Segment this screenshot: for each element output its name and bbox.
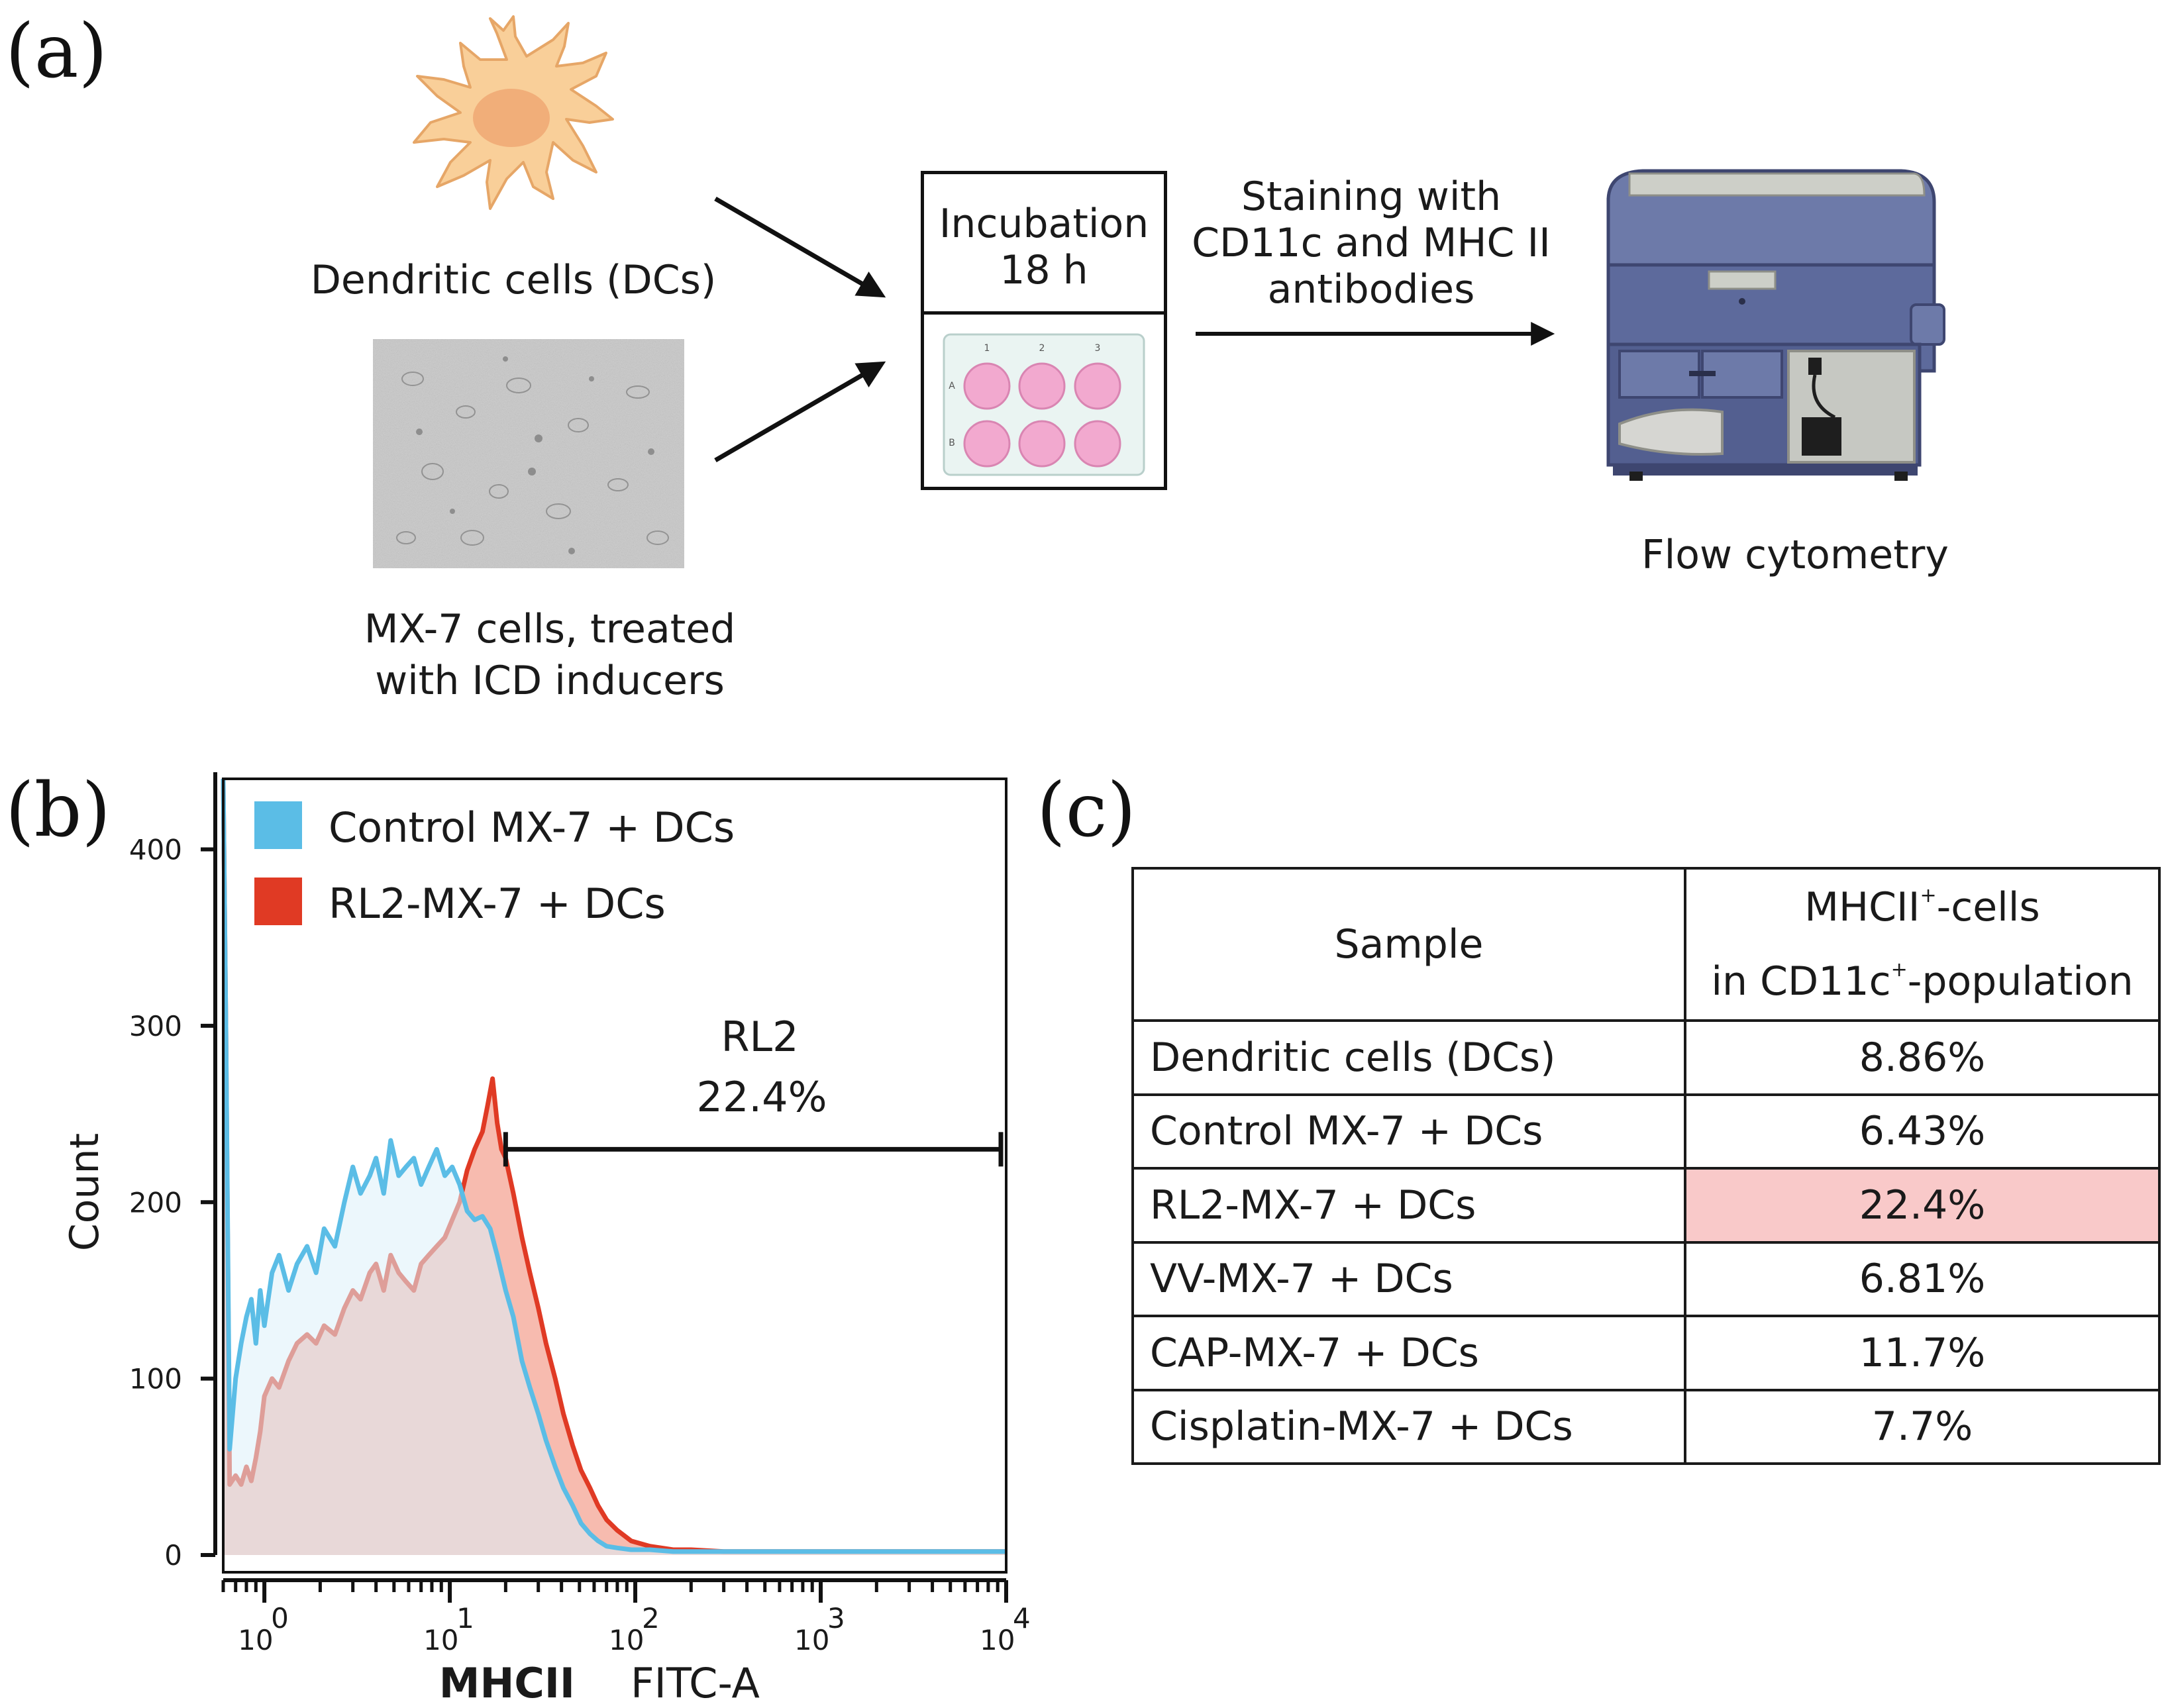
table-row: Cisplatin-MX-7 + DCs 7.7%	[1131, 1388, 2161, 1465]
plate-col-2: 2	[1039, 343, 1045, 354]
x-tick-label-base: 10	[980, 1624, 1015, 1656]
y-tick-label: 200	[129, 1186, 182, 1219]
row-sample: Dendritic cells (DCs)	[1131, 1019, 1686, 1096]
plot-frame	[222, 778, 1007, 1574]
dc-label: Dendritic cells (DCs)	[310, 257, 717, 303]
table-row: RL2-MX-7 + DCs 22.4%	[1131, 1167, 2161, 1244]
y-axis-title: Count	[62, 1133, 108, 1251]
row-sample: RL2-MX-7 + DCs	[1131, 1167, 1686, 1244]
row-sample: CAP-MX-7 + DCs	[1131, 1315, 1686, 1391]
arrow-mx7-to-incubation	[714, 361, 886, 463]
plate-col-3: 3	[1095, 343, 1101, 354]
incubation-line1: Incubation	[939, 201, 1149, 247]
x-tick-label-base: 10	[423, 1624, 458, 1656]
panel-c-label: (c)	[1037, 768, 1137, 854]
header-line1-sup: +	[1920, 884, 1937, 907]
table-row: VV-MX-7 + DCs 6.81%	[1131, 1240, 2161, 1317]
staining-line1: Staining with	[1241, 174, 1502, 220]
y-tick-label: 100	[129, 1363, 182, 1395]
header-line1-post: -cells	[1936, 884, 2040, 930]
panel-a-arrows	[714, 196, 1555, 463]
y-tick-label: 0	[164, 1539, 182, 1572]
mx7-label-line2: with ICD inducers	[375, 658, 725, 704]
well-plate-icon: 1 2 3 A B	[943, 333, 1145, 476]
plate-col-1: 1	[984, 343, 990, 354]
x-axis-title-rest: FITC-A	[631, 1659, 760, 1707]
arrow-dc-to-incubation	[714, 196, 886, 298]
panel-a-label: (a)	[5, 9, 108, 95]
legend-swatch-control	[254, 801, 302, 849]
dendritic-cell-icon	[413, 15, 614, 210]
x-axis-title-bold: MHCII	[439, 1659, 575, 1707]
y-tick-label: 400	[129, 834, 182, 866]
gate-name-label: RL2	[721, 1013, 798, 1061]
x-tick-label-base: 10	[794, 1624, 829, 1656]
staining-line2: CD11c and MHC II	[1192, 220, 1551, 266]
x-tick-label-base: 10	[238, 1624, 273, 1656]
mx7-label-line1: MX-7 cells, treated	[364, 606, 736, 652]
plate-row-b: B	[949, 438, 955, 448]
row-sample: VV-MX-7 + DCs	[1131, 1240, 1686, 1317]
row-value: 6.43%	[1684, 1093, 2161, 1170]
row-value-highlighted: 22.4%	[1684, 1167, 2161, 1244]
header-line1-pre: MHCII	[1804, 884, 1920, 930]
x-tick-label-exp: 1	[456, 1602, 474, 1634]
table-row: Control MX-7 + DCs 6.43%	[1131, 1093, 2161, 1170]
series-line-control	[221, 778, 1006, 1554]
staining-line3: antibodies	[1267, 266, 1475, 313]
header-sample: Sample	[1131, 867, 1686, 1022]
header-line2-post: -population	[1907, 958, 2134, 1005]
results-table: Sample MHCII+-cells in CD11c+-population…	[1131, 867, 2161, 1465]
header-line2-sup: +	[1890, 958, 1908, 981]
row-value: 6.81%	[1684, 1240, 2161, 1317]
panel-b-label: (b)	[5, 768, 111, 854]
histogram-chart: Control MX-7 + DCs RL2-MX-7 + DCs RL2 22…	[62, 772, 1031, 1707]
x-tick-label-exp: 0	[271, 1602, 289, 1634]
flow-cytometer-icon	[1606, 169, 1945, 481]
row-value: 7.7%	[1684, 1388, 2161, 1465]
table-row: CAP-MX-7 + DCs 11.7%	[1131, 1315, 2161, 1391]
plate-row-a: A	[949, 381, 955, 391]
series-area-control	[223, 779, 1006, 1555]
header-line2-pre: in CD11c	[1711, 958, 1891, 1005]
legend-label-control: Control MX-7 + DCs	[329, 803, 735, 852]
header-value: MHCII+-cells in CD11c+-population	[1684, 867, 2161, 1022]
incubation-header: Incubation 18 h	[924, 174, 1164, 315]
legend-label-rl2: RL2-MX-7 + DCs	[329, 879, 666, 928]
row-value: 11.7%	[1684, 1315, 2161, 1391]
table-row: Dendritic cells (DCs) 8.86%	[1131, 1019, 2161, 1096]
incubation-line2: 18 h	[1000, 247, 1088, 293]
x-tick-label-exp: 3	[827, 1602, 845, 1634]
x-tick-label-base: 10	[609, 1624, 644, 1656]
flow-label: Flow cytometry	[1641, 532, 1949, 578]
row-sample: Control MX-7 + DCs	[1131, 1093, 1686, 1170]
x-tick-label-exp: 2	[642, 1602, 660, 1634]
row-value: 8.86%	[1684, 1019, 2161, 1096]
row-sample: Cisplatin-MX-7 + DCs	[1131, 1388, 1686, 1465]
legend-swatch-rl2	[254, 878, 302, 925]
x-tick-label-exp: 4	[1013, 1602, 1031, 1634]
incubation-box: Incubation 18 h 1 2 3 A B	[921, 171, 1167, 490]
gate-percent-label: 22.4%	[697, 1073, 827, 1121]
y-tick-label: 300	[129, 1010, 182, 1042]
mx7-microscopy-image	[373, 339, 684, 568]
table-header-row: Sample MHCII+-cells in CD11c+-population	[1131, 867, 2161, 1022]
